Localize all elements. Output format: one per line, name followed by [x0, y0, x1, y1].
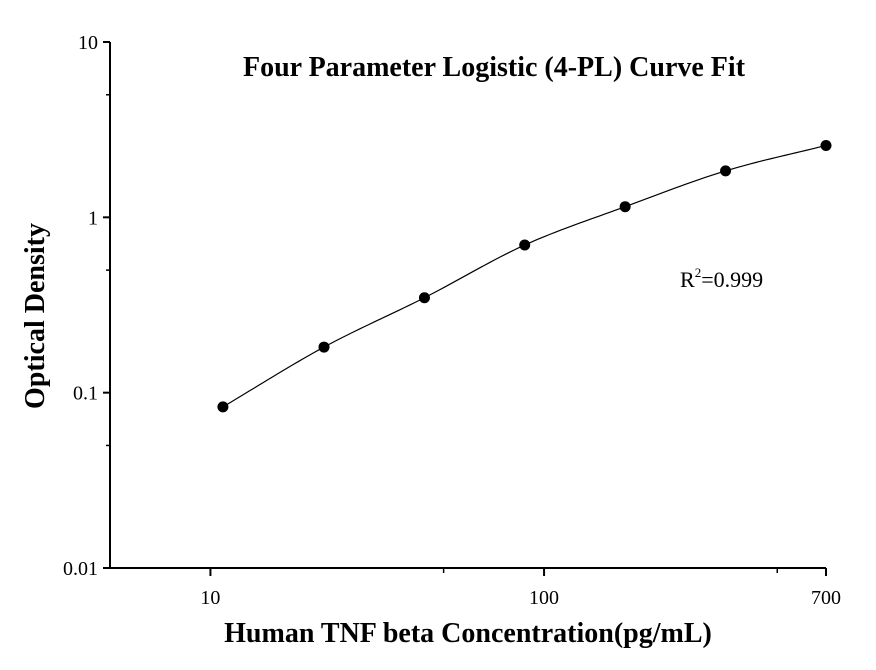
- data-points-layer: [217, 139, 832, 413]
- data-point: [217, 401, 229, 413]
- data-point: [619, 201, 631, 213]
- ticks-layer: 0.01 0.1 1 10 10 100 700: [63, 32, 841, 609]
- x-tick-label: 100: [529, 587, 559, 609]
- data-point: [418, 292, 430, 304]
- x-tick-label: 700: [811, 587, 841, 609]
- x-axis-label: Human TNF beta Concentration(pg/mL): [224, 618, 712, 649]
- y-axis-label: Optical Density: [20, 223, 51, 409]
- data-point: [318, 341, 330, 353]
- plot-frame: [109, 42, 826, 569]
- data-point: [720, 165, 732, 177]
- r-squared-superscript: 2: [695, 265, 702, 280]
- y-tick-label: 10: [78, 32, 98, 54]
- r-squared-value: =0.999: [701, 267, 763, 292]
- r-squared-annotation: R2=0.999: [680, 265, 763, 292]
- y-tick-label: 0.1: [73, 383, 98, 405]
- chart-title: Four Parameter Logistic (4-PL) Curve Fit: [243, 52, 746, 83]
- y-tick-label: 1: [88, 207, 98, 229]
- data-point: [820, 139, 832, 151]
- data-point: [519, 239, 531, 251]
- r-squared-base: R: [680, 267, 695, 292]
- x-tick-label: 10: [200, 587, 220, 609]
- y-tick-label: 0.01: [63, 558, 98, 580]
